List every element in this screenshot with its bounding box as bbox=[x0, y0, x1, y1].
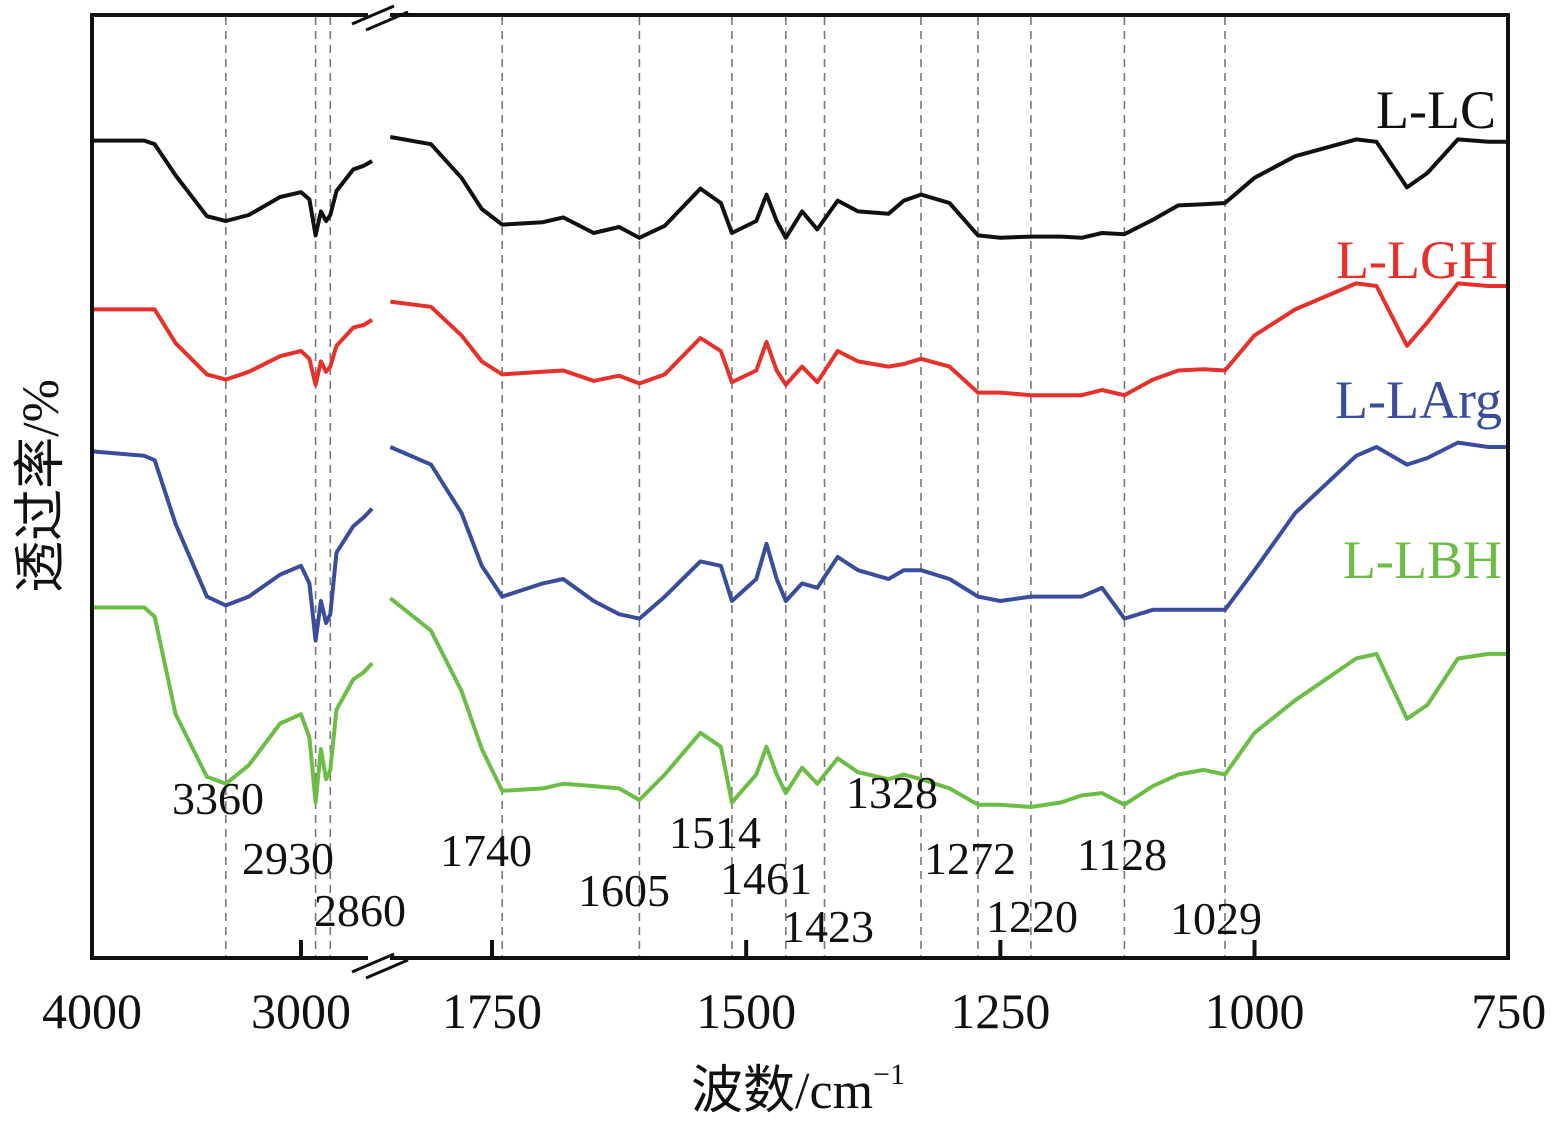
plot-frame bbox=[90, 13, 1510, 960]
x-tick-label-3000: 3000 bbox=[251, 983, 351, 1039]
peak-label-1272: 1272 bbox=[924, 833, 1016, 884]
series-label-l-lgh: L-LGH bbox=[1336, 230, 1498, 290]
peak-label-1514: 1514 bbox=[669, 807, 761, 858]
x-tick-label-4000: 4000 bbox=[42, 983, 142, 1039]
break-slash bbox=[365, 958, 409, 980]
x-axis-title: 波数/cm−1 bbox=[691, 1058, 905, 1120]
x-tick-label-1000: 1000 bbox=[1205, 983, 1305, 1039]
peak-label-1740: 1740 bbox=[440, 825, 532, 876]
peak-label-1461: 1461 bbox=[720, 853, 812, 904]
series-labels: L-LC L-LGH L-LArg L-LBH bbox=[1335, 80, 1502, 590]
series-l-lbh-high-range bbox=[92, 605, 374, 805]
peak-label-2860: 2860 bbox=[314, 885, 406, 936]
break-slash bbox=[351, 952, 395, 974]
series-l-lc-fingerprint-range bbox=[389, 135, 1509, 240]
x-ticks: 4000 3000 1750 1500 1250 1000 750 bbox=[42, 940, 1546, 1039]
series-l-larg-high-range bbox=[91, 449, 374, 643]
peak-label-2930: 2930 bbox=[242, 833, 334, 884]
series-l-lgh-high-range bbox=[92, 307, 374, 387]
axes bbox=[90, 13, 1510, 960]
series-l-larg-fingerprint-range bbox=[389, 440, 1509, 621]
x-tick-label-1750: 1750 bbox=[442, 983, 542, 1039]
y-axis-title: 透过率/% bbox=[13, 379, 70, 593]
spectrum-series bbox=[91, 135, 1509, 809]
series-l-lc-high-range bbox=[92, 138, 374, 238]
peak-label-1328: 1328 bbox=[846, 767, 938, 818]
peak-label-1423: 1423 bbox=[782, 901, 874, 952]
peak-label-1220: 1220 bbox=[986, 891, 1078, 942]
x-tick-label-1500: 1500 bbox=[696, 983, 796, 1039]
peak-label-1128: 1128 bbox=[1077, 829, 1167, 880]
break-slash bbox=[365, 10, 409, 32]
peak-reference-lines bbox=[225, 17, 1226, 956]
peak-label-1029: 1029 bbox=[1170, 893, 1262, 944]
axis-break-marks bbox=[351, 0, 409, 980]
peak-label-3360: 3360 bbox=[172, 773, 264, 824]
series-label-l-larg: L-LArg bbox=[1335, 370, 1502, 430]
series-label-l-lbh: L-LBH bbox=[1343, 530, 1502, 590]
x-tick-label-750: 750 bbox=[1471, 983, 1546, 1039]
series-label-l-lc: L-LC bbox=[1376, 80, 1496, 140]
series-l-lgh-fingerprint-range bbox=[390, 281, 1509, 398]
break-slash bbox=[351, 4, 395, 26]
series-l-lbh-fingerprint-range bbox=[389, 596, 1509, 809]
peak-label-1605: 1605 bbox=[578, 865, 670, 916]
x-tick-label-1250: 1250 bbox=[950, 983, 1050, 1039]
